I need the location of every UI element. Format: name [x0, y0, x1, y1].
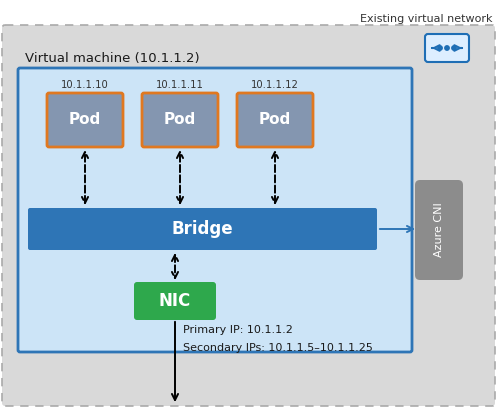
FancyBboxPatch shape [2, 25, 495, 406]
Text: Pod: Pod [69, 112, 101, 128]
Text: 10.1.1.10: 10.1.1.10 [61, 80, 109, 90]
Text: NIC: NIC [159, 292, 191, 310]
Circle shape [445, 46, 449, 50]
Text: Virtual machine (10.1.1.2): Virtual machine (10.1.1.2) [25, 52, 200, 65]
Text: Pod: Pod [164, 112, 196, 128]
FancyBboxPatch shape [142, 93, 218, 147]
Text: Secondary IPs: 10.1.1.5–10.1.1.25: Secondary IPs: 10.1.1.5–10.1.1.25 [183, 343, 373, 353]
FancyBboxPatch shape [134, 282, 216, 320]
FancyBboxPatch shape [47, 93, 123, 147]
FancyBboxPatch shape [415, 180, 463, 280]
Circle shape [452, 46, 456, 50]
Text: 10.1.1.11: 10.1.1.11 [156, 80, 204, 90]
Text: Primary IP: 10.1.1.2: Primary IP: 10.1.1.2 [183, 325, 293, 335]
FancyBboxPatch shape [425, 34, 469, 62]
Text: Bridge: Bridge [171, 220, 233, 238]
FancyBboxPatch shape [28, 208, 377, 250]
Text: Existing virtual network: Existing virtual network [359, 14, 492, 24]
FancyBboxPatch shape [18, 68, 412, 352]
Circle shape [438, 46, 442, 50]
FancyBboxPatch shape [237, 93, 313, 147]
Text: Azure CNI: Azure CNI [434, 203, 444, 257]
Text: 10.1.1.12: 10.1.1.12 [251, 80, 299, 90]
Text: Pod: Pod [259, 112, 291, 128]
